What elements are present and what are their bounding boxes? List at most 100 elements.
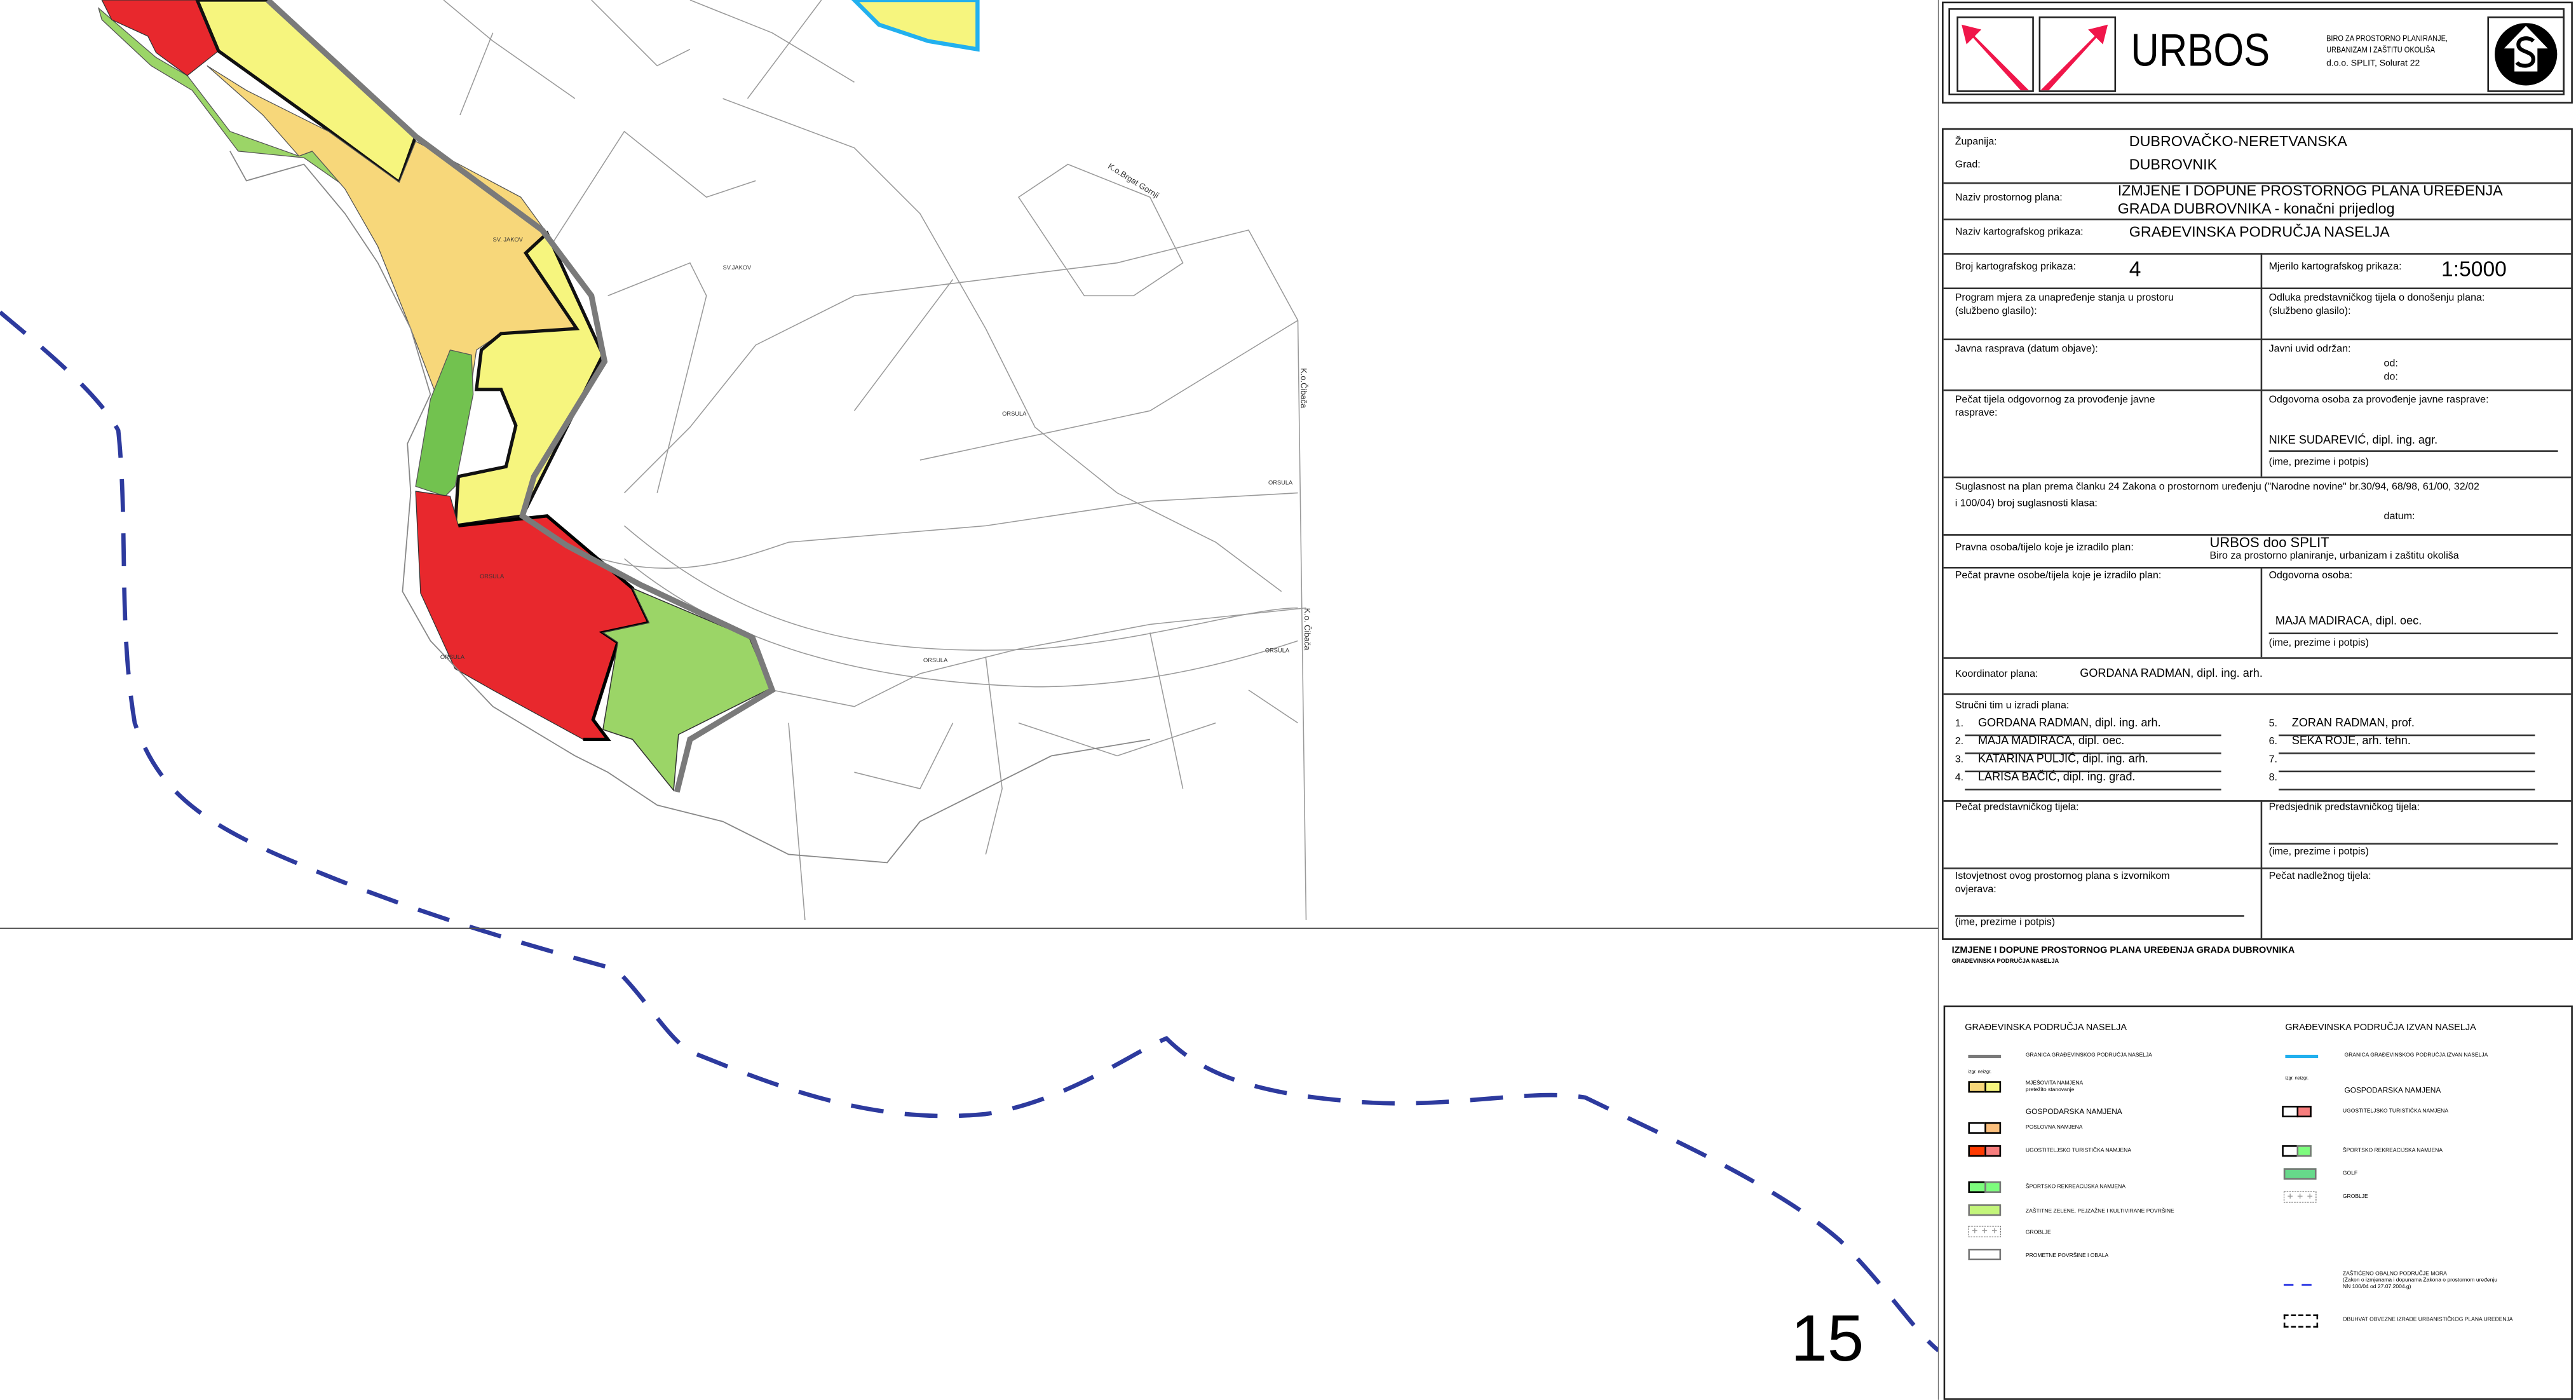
legend-plan-subtitle: GRAĐEVINSKA PODRUČJA NASELJA	[1951, 958, 2059, 965]
legend-item: MJEŠOVITA NAMJENA	[2025, 1078, 2084, 1085]
signature-caption: (ime, prezime i potpis)	[2268, 846, 2369, 858]
team-member-number: 3.	[1955, 754, 1964, 766]
responsible-person: NIKE SUDAREVIĆ, dipl. ing. agr.	[2268, 435, 2438, 447]
mixed-built-swatch	[1968, 1081, 1986, 1093]
label: (službeno glasilo):	[1955, 305, 2037, 318]
label: Pečat pravne osobe/tijela koje je izradi…	[1955, 570, 2162, 582]
sport-outside-unbuilt-swatch	[2296, 1145, 2312, 1157]
tagline: URBANIZAM I ZAŠTITU OKOLIŠA	[2326, 46, 2436, 56]
cemetery-swatch	[1968, 1225, 2002, 1237]
tourism-zone-outside-settlement	[851, 0, 980, 52]
legend-section-title: GRAĐEVINSKA PODRUČJA IZVAN NASELJA	[2285, 1023, 2476, 1034]
cadastral-lines	[443, 0, 1307, 920]
team-member-name: MAJA MADIRACA, dipl. oec.	[1977, 736, 2125, 748]
map-label: ORSULA	[1002, 411, 1027, 417]
label: Predsjednik predstavničkog tijela:	[2268, 801, 2420, 813]
team-member-number: 8.	[2268, 772, 2277, 784]
legend-item: GRANICA GRAĐEVINSKOG PODRUČJA NASELJA	[2025, 1051, 2152, 1059]
company-name: URBOS doo SPLIT	[2209, 534, 2329, 551]
signature-caption: (ime, prezime i potpis)	[1955, 916, 2056, 928]
legend-item: GROBLJE	[2342, 1193, 2368, 1200]
signature-line	[1965, 787, 2221, 790]
label: (službeno glasilo):	[2268, 305, 2351, 318]
arrow-up-left-icon	[1956, 16, 2034, 92]
map-label: ORSULA	[440, 654, 465, 660]
settlement-boundary	[266, 0, 776, 793]
legend-item: POSLOVNA NAMJENA	[2025, 1124, 2083, 1131]
label: Koordinator plana:	[1955, 669, 2038, 681]
urban-plan-scope-swatch	[2283, 1314, 2319, 1328]
label: Istovjetnost ovog prostornog plana s izv…	[1955, 871, 2170, 883]
map-label: SV.JAKOV	[723, 264, 752, 271]
signature-line	[2279, 787, 2535, 790]
county-value: DUBROVAČKO-NERETVANSKA	[2129, 133, 2347, 150]
label: Naziv kartografskog prikaza:	[1955, 226, 2084, 238]
legend-item-sub: pretežito stanovanje	[2025, 1086, 2075, 1093]
legend-item: OBUHVAT OBVEZNE IZRADE URBANISTIČKOG PLA…	[2342, 1315, 2513, 1323]
legend-section-title: GRAĐEVINSKA PODRUČJA NASELJA	[1965, 1023, 2127, 1034]
label: Županija:	[1955, 136, 1997, 148]
team-member-name: GORDANA RADMAN, dipl. ing. arh.	[1977, 717, 2161, 730]
map-label: ORSULA	[923, 657, 948, 663]
legend-item: ZAŠTIĆENO OBALNO PODRUČJE MORA	[2342, 1269, 2447, 1276]
plan-name: GRADA DUBROVNIKA - konačni prijedlog	[2117, 200, 2395, 216]
header-logo-block: URBOS BIRO ZA PROSTORNO PLANIRANJE, URBA…	[1942, 1, 2573, 104]
label: do:	[2383, 371, 2398, 383]
map-canvas: SV. JAKOV SV.JAKOV ORSULA ORSULA ORSULA …	[0, 0, 1939, 1400]
cadastral-municipality-label: K.o. Čibača	[1303, 608, 1312, 651]
legend-item: UGOSTITELJSKO TURISTIČKA NAMJENA	[2025, 1146, 2132, 1154]
label: Mjerilo kartografskog prikaza:	[2268, 261, 2402, 273]
coastal-zone-swatch	[2283, 1284, 2320, 1286]
plan-name: IZMJENE I DOPUNE PROSTORNOG PLANA UREĐEN…	[2117, 182, 2503, 199]
legend	[1943, 1005, 2573, 1400]
map-label: ORSULA	[1265, 647, 1290, 653]
signature-line	[1965, 751, 2221, 754]
legend-group: GOSPODARSKA NAMJENA	[2025, 1107, 2122, 1116]
tourism-built-swatch	[1968, 1145, 1986, 1157]
legend-item: ŠPORTSKO REKREACIJSKA NAMJENA	[2342, 1146, 2443, 1154]
map-label: SV. JAKOV	[493, 236, 524, 243]
company-subtitle: Biro za prostorno planiranje, urbanizam …	[2209, 550, 2459, 562]
sport-area	[415, 349, 474, 497]
sport-outside-built-swatch	[2282, 1145, 2299, 1157]
signature-line	[2279, 770, 2535, 771]
cemetery-swatch	[2283, 1191, 2317, 1203]
address: d.o.o. SPLIT, Solurat 22	[2326, 59, 2420, 69]
coastline	[229, 151, 1150, 864]
tourism-outside-built-swatch	[2282, 1106, 2299, 1118]
map-label: ORSULA	[1268, 480, 1293, 486]
unbuilt-label: neizgr.	[1977, 1068, 1992, 1075]
label: rasprave:	[1955, 407, 1998, 419]
map-label: ORSULA	[480, 573, 505, 580]
label: Naziv prostornog plana:	[1955, 192, 2063, 204]
label: Program mjera za unapređenje stanja u pr…	[1955, 292, 2174, 304]
s-house-logo-icon	[2487, 16, 2565, 92]
legend-plan-title: IZMJENE I DOPUNE PROSTORNOG PLANA UREĐEN…	[1951, 946, 2295, 956]
traffic-swatch	[1968, 1248, 2002, 1261]
team-member-number: 6.	[2268, 736, 2277, 748]
sport-built-swatch	[1968, 1181, 1986, 1193]
legend-item-sub: (Zakon o izmjenama i dopunama Zakona o p…	[2342, 1276, 2498, 1283]
label: Suglasnost na plan prema članku 24 Zakon…	[1955, 481, 2479, 493]
business-unbuilt-swatch	[1984, 1122, 2002, 1134]
tourism-unbuilt-swatch	[1984, 1145, 2002, 1157]
map-number: 4	[2129, 256, 2141, 282]
label: Stručni tim u izradi plana:	[1955, 700, 2070, 712]
golf-swatch	[2283, 1168, 2317, 1180]
team-member-name: KATARINA PULJIĆ, dipl. ing. arh.	[1977, 754, 2148, 766]
tourism-outside-unbuilt-swatch	[2296, 1106, 2312, 1118]
coordinator: GORDANA RADMAN, dipl. ing. arh.	[2080, 669, 2263, 681]
team-member-name: ZORAN RADMAN, prof.	[2291, 717, 2415, 730]
label: Pečat predstavničkog tijela:	[1955, 801, 2079, 813]
blue-boundary-swatch	[2285, 1054, 2319, 1058]
team-member-number: 7.	[2268, 754, 2277, 766]
map-scale: 1:5000	[2441, 256, 2507, 282]
city-value: DUBROVNIK	[2129, 156, 2218, 173]
mixed-unbuilt-swatch	[1984, 1081, 2002, 1093]
label: i 100/04) broj suglasnosti klasa:	[1955, 498, 2098, 510]
label: Odgovorna osoba:	[2268, 570, 2353, 582]
signature-line	[1965, 733, 2221, 736]
legend-col-labels: izgr. neizgr.	[1968, 1068, 1992, 1075]
label: Javna rasprava (datum objave):	[1955, 343, 2098, 355]
gray-boundary-swatch	[1968, 1054, 2002, 1058]
